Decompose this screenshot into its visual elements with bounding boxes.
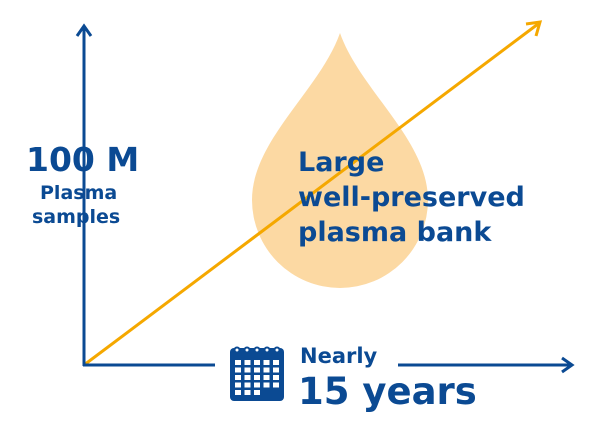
calendar-cell bbox=[254, 382, 260, 388]
calendar-ring bbox=[263, 346, 271, 354]
calendar-cell bbox=[254, 367, 260, 373]
plasma-drop-shape bbox=[252, 33, 428, 288]
calendar-cell bbox=[244, 360, 251, 365]
drop-text-line1: Large bbox=[298, 147, 385, 178]
calendar-cell bbox=[263, 360, 270, 365]
calendar-icon bbox=[230, 346, 284, 401]
calendar-cell bbox=[273, 360, 279, 365]
growth-line bbox=[83, 22, 539, 367]
drop-text-line2: well-preserved bbox=[298, 182, 525, 213]
calendar-ring bbox=[273, 346, 281, 354]
calendar-cell bbox=[244, 382, 251, 388]
calendar-cell bbox=[263, 382, 270, 388]
calendar-cell bbox=[254, 360, 260, 365]
y-axis-value: 100 M bbox=[26, 140, 140, 179]
x-axis-value: 15 years bbox=[298, 370, 477, 413]
calendar-ring bbox=[253, 346, 261, 354]
y-axis-label-line2: samples bbox=[32, 206, 121, 228]
calendar-cell bbox=[254, 390, 260, 395]
calendar-cell bbox=[254, 375, 260, 380]
calendar-cell bbox=[235, 375, 241, 380]
calendar-cell bbox=[244, 367, 251, 373]
x-axis-prefix: Nearly bbox=[300, 344, 378, 368]
calendar-cell bbox=[235, 390, 241, 395]
calendar-cell bbox=[263, 367, 270, 373]
y-axis-arrowhead bbox=[75, 23, 93, 37]
calendar-cell bbox=[244, 390, 251, 395]
calendar-cell bbox=[244, 375, 251, 380]
x-axis-arrowhead bbox=[561, 356, 575, 374]
calendar-cell bbox=[263, 375, 270, 380]
calendar-cell bbox=[273, 367, 279, 373]
drop-text-line3: plasma bank bbox=[298, 217, 492, 248]
y-axis-label-line1: Plasma bbox=[40, 182, 118, 204]
calendar-ring bbox=[233, 346, 241, 354]
calendar-ring bbox=[243, 346, 251, 354]
calendar-cell bbox=[273, 382, 279, 388]
calendar-cell bbox=[235, 382, 241, 388]
calendar-cell bbox=[235, 360, 241, 365]
calendar-cell bbox=[235, 367, 241, 373]
growth-arrowhead bbox=[525, 20, 543, 37]
calendar-cell bbox=[273, 375, 279, 380]
